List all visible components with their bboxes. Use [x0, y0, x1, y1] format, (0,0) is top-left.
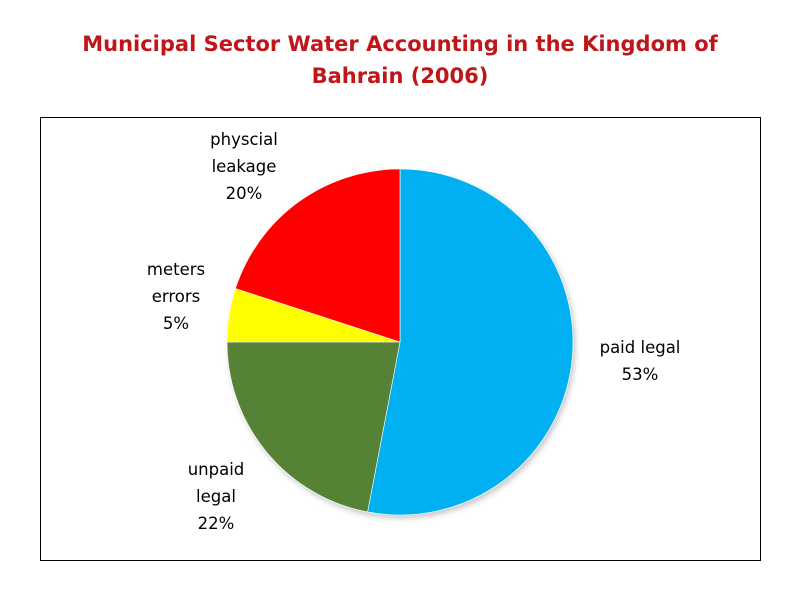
pie-slice-unpaid-legal [226, 341, 401, 513]
slice-label-line: 53% [622, 365, 659, 384]
slice-label-line: leakage [212, 157, 277, 176]
slice-label-physcial-leakage: physcial leakage 20% [210, 130, 278, 203]
chart-title-line-1: Municipal Sector Water Accounting in the… [82, 32, 718, 56]
slice-label-line: 5% [163, 314, 189, 333]
pie-slice-physcial-leakage [235, 168, 401, 343]
chart-title-line-2: Bahrain (2006) [311, 64, 489, 88]
slice-label-meters-errors: meters errors 5% [147, 260, 205, 333]
slice-label-line: 22% [198, 514, 235, 533]
pie-labels: paid legal 53% unpaid legal 22% meters errors 5… [147, 130, 681, 533]
slice-label-unpaid-legal: unpaid legal 22% [188, 460, 245, 533]
pie-slice-paid-legal [367, 168, 574, 516]
slice-label-line: unpaid [188, 460, 245, 479]
slice-label-line: paid legal [600, 338, 681, 357]
slice-label-line: legal [196, 487, 236, 506]
slice-label-line: 20% [226, 184, 263, 203]
slice-label-paid-legal: paid legal 53% [600, 338, 681, 384]
slice-label-line: errors [152, 287, 201, 306]
slice-label-line: meters [147, 260, 205, 279]
slice-label-line: physcial [210, 130, 278, 149]
chart-title: Municipal Sector Water Accounting in the… [0, 28, 800, 92]
pie-slices [226, 168, 574, 516]
